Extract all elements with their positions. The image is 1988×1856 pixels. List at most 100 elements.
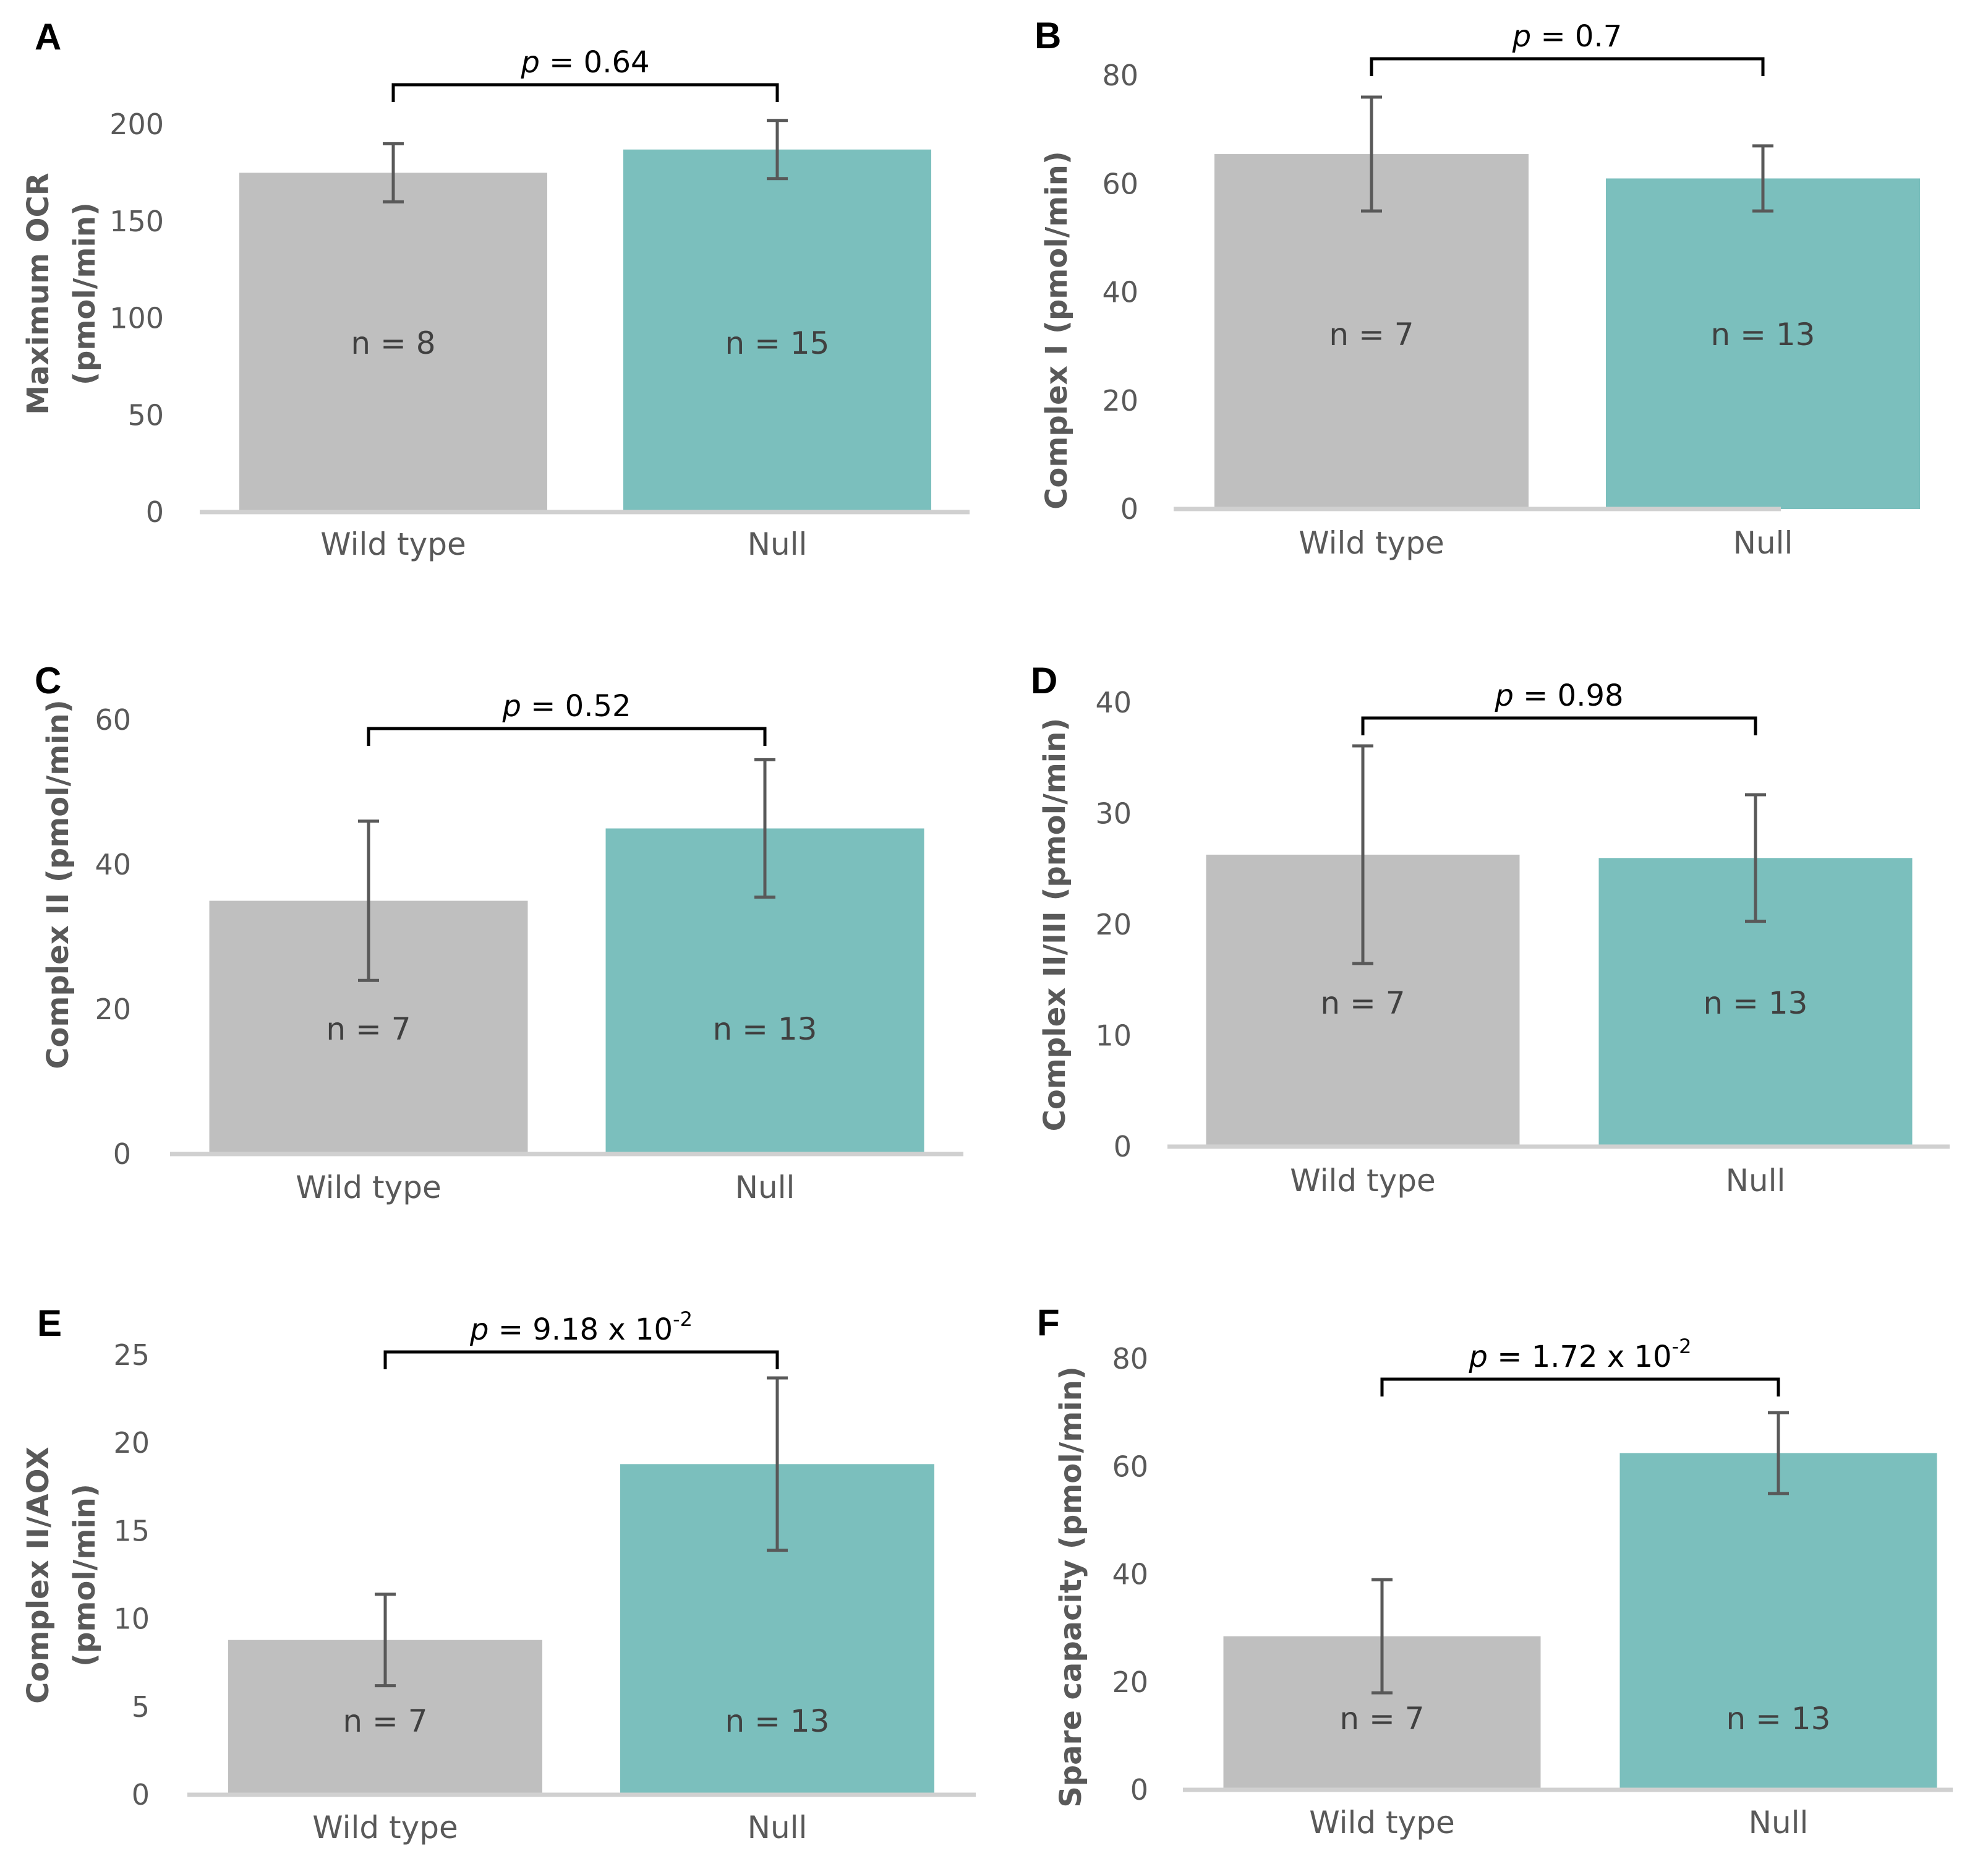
y-tick-label: 15 [113, 1514, 150, 1547]
error-bar [1352, 744, 1373, 965]
y-axis-title: Complex I (pmol/min) [1039, 151, 1074, 510]
n-label: n = 15 [725, 325, 830, 361]
y-axis-title-line: Complex II/AOX [21, 1447, 56, 1704]
y-tick-label: 0 [132, 1778, 150, 1811]
y-tick-label: 0 [1120, 492, 1138, 526]
bar-null [1619, 1453, 1937, 1790]
n-label: n = 7 [326, 1011, 411, 1047]
p-value-text: = 0.7 [1531, 19, 1622, 54]
y-tick-label: 10 [1095, 1019, 1132, 1053]
y-tick-label: 10 [113, 1602, 150, 1636]
y-tick-label: 0 [146, 495, 164, 529]
significance-bracket [391, 83, 779, 102]
y-tick-label: 50 [127, 398, 164, 432]
p-symbol: p [1469, 1340, 1488, 1374]
y-tick-label: 25 [113, 1338, 150, 1372]
p-symbol: p [469, 1312, 488, 1347]
error-bar [383, 142, 404, 203]
p-exponent: -2 [673, 1307, 693, 1331]
significance-bracket [1361, 716, 1757, 735]
significance-bracket [1380, 1377, 1780, 1396]
y-axis-title-line: Complex II (pmol/min) [41, 699, 75, 1069]
y-tick-label: 200 [109, 108, 164, 141]
p-value-text: = 0.98 [1514, 678, 1624, 713]
y-axis-title-line: Complex II/III (pmol/min) [1038, 718, 1072, 1132]
error-bar [358, 819, 379, 982]
category-label: Wild type [312, 1810, 458, 1845]
y-tick-label: 40 [95, 848, 131, 881]
chart-panel-f: F 0 20 40 60 80 Spare capacity (pmol/min) n = 7… [1037, 1302, 1953, 1841]
panel-letter: D [1031, 660, 1057, 701]
p-value-label: p = 0.64 [520, 45, 649, 80]
significance-bracket [367, 727, 767, 746]
category-label: Null [748, 526, 808, 562]
n-label: n = 13 [1711, 317, 1815, 353]
n-label: n = 7 [1339, 1701, 1424, 1737]
n-label: n = 13 [1726, 1701, 1831, 1737]
y-tick-label: 80 [1112, 1342, 1148, 1375]
p-value-label: p = 0.7 [1512, 19, 1623, 54]
y-tick-label: 20 [113, 1426, 150, 1460]
n-label: n = 13 [725, 1703, 830, 1739]
y-axis-title: Complex II/III (pmol/min) [1038, 718, 1072, 1132]
p-value-label: p = 0.52 [501, 689, 631, 724]
p-symbol: p [520, 45, 539, 80]
significance-bracket [383, 1350, 779, 1369]
y-tick-label: 0 [1114, 1130, 1132, 1163]
panel-letter: C [35, 660, 61, 701]
category-label: Null [1726, 1163, 1786, 1199]
y-tick-label: 60 [1102, 167, 1138, 200]
y-tick-label: 20 [1112, 1666, 1148, 1699]
y-tick-label: 30 [1095, 797, 1132, 831]
n-label: n = 13 [713, 1011, 817, 1047]
y-tick-label: 60 [1112, 1450, 1148, 1483]
category-label: Null [735, 1170, 795, 1205]
y-tick-label: 20 [1102, 384, 1138, 417]
p-value-label: p = 9.18 x 10-2 [469, 1307, 693, 1347]
p-symbol: p [1494, 678, 1513, 713]
p-value-text: = 0.64 [540, 45, 650, 80]
n-label: n = 7 [343, 1703, 427, 1739]
p-value-label: p = 0.98 [1494, 678, 1623, 713]
bar-null [623, 149, 931, 512]
y-tick-label: 5 [132, 1690, 150, 1724]
category-label: Wild type [1299, 525, 1444, 561]
y-tick-label: 40 [1095, 686, 1132, 719]
bar-wild-type [239, 173, 547, 512]
category-label: Wild type [320, 526, 466, 562]
error-bar [1752, 144, 1773, 213]
y-axis-title: Maximum OCR (pmol/min) [21, 173, 102, 414]
error-bar [754, 758, 775, 899]
y-tick-label: 40 [1112, 1558, 1148, 1591]
category-label: Wild type [1309, 1805, 1454, 1841]
y-axis-title-line: Complex I (pmol/min) [1039, 151, 1074, 510]
error-bar [375, 1593, 396, 1688]
chart-panel-d: D 0 10 20 30 40 Complex II/III (pmol/min) n = 7… [1031, 660, 1950, 1199]
p-exponent: -2 [1672, 1335, 1692, 1358]
error-bar [1361, 95, 1382, 213]
error-bar [1372, 1578, 1393, 1695]
error-bar [1768, 1411, 1789, 1495]
y-tick-label: 20 [1095, 908, 1132, 941]
y-tick-label: 80 [1102, 59, 1138, 92]
panel-letter: B [1035, 15, 1061, 56]
panel-letter: E [37, 1302, 62, 1344]
category-label: Wild type [1290, 1163, 1435, 1199]
n-label: n = 13 [1704, 985, 1808, 1021]
y-axis-title: Complex II/AOX (pmol/min) [21, 1447, 102, 1704]
y-tick-label: 0 [1130, 1773, 1148, 1807]
chart-panel-e: E 0 5 10 15 20 25 Complex II/AOX (pmol/min) n = 7… [21, 1302, 976, 1845]
p-symbol: p [1512, 19, 1531, 54]
n-label: n = 7 [1320, 985, 1405, 1021]
y-tick-label: 40 [1102, 276, 1138, 309]
y-axis-title-line: (pmol/min) [67, 202, 102, 385]
significance-bracket [1370, 57, 1765, 76]
y-axis-title: Complex II (pmol/min) [41, 699, 75, 1069]
chart-panel-a: A 0 50 100 150 200 Maximum OCR (pmol/min) n = 8 W… [21, 16, 970, 562]
error-bar [767, 119, 788, 181]
y-axis-title-line: (pmol/min) [67, 1484, 102, 1667]
p-value-text: = 9.18 x 10 [488, 1312, 673, 1347]
n-label: n = 8 [351, 325, 435, 361]
p-value-text: = 0.52 [521, 689, 631, 724]
